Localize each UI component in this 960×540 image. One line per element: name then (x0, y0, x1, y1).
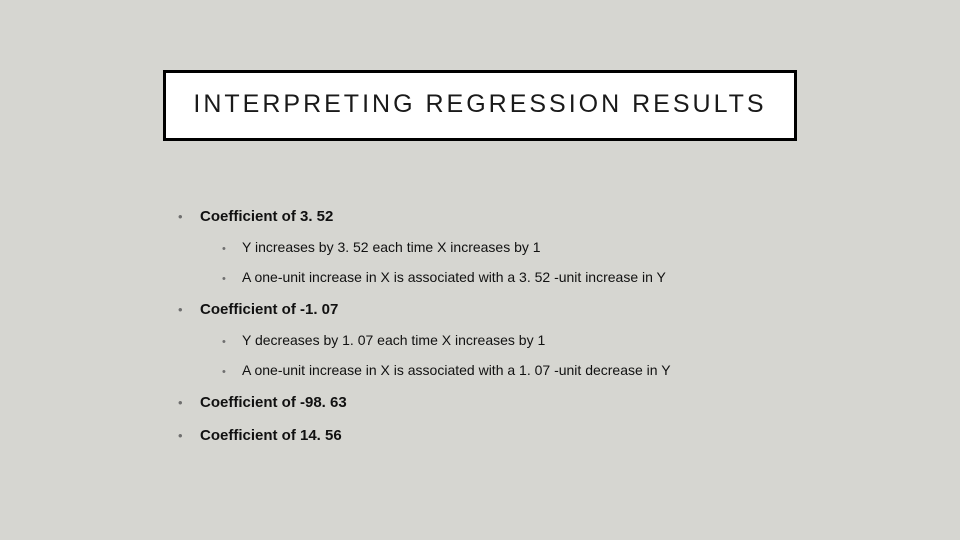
bullet-text: A one-unit increase in X is associated w… (242, 362, 671, 378)
bullet-text: Coefficient of 3. 52 (200, 208, 333, 225)
bullet-text: A one-unit increase in X is associated w… (242, 269, 666, 285)
bullet-list-lvl2: • Y decreases by 1. 07 each time X incre… (222, 332, 818, 378)
list-item: • Coefficient of 3. 52 • Y increases by … (178, 208, 818, 285)
bullet-icon: • (178, 209, 200, 224)
slide-title: INTERPRETING REGRESSION RESULTS (186, 89, 774, 120)
bullet-icon: • (222, 273, 242, 285)
bullet-list-lvl1: • Coefficient of 3. 52 • Y increases by … (178, 208, 818, 444)
list-item: • Coefficient of 14. 56 (178, 427, 818, 444)
bullet-icon: • (222, 336, 242, 348)
bullet-icon: • (178, 428, 200, 443)
bullet-text: Coefficient of 14. 56 (200, 427, 342, 444)
bullet-icon: • (178, 302, 200, 317)
list-item: • A one-unit increase in X is associated… (222, 362, 818, 378)
list-item: • Y decreases by 1. 07 each time X incre… (222, 332, 818, 348)
list-item: • Coefficient of -1. 07 • Y decreases by… (178, 301, 818, 378)
bullet-icon: • (222, 366, 242, 378)
list-item: • Y increases by 3. 52 each time X incre… (222, 239, 818, 255)
list-item: • Coefficient of -98. 63 (178, 394, 818, 411)
bullet-list-lvl2: • Y increases by 3. 52 each time X incre… (222, 239, 818, 285)
title-box: INTERPRETING REGRESSION RESULTS (163, 70, 797, 141)
slide-body: • Coefficient of 3. 52 • Y increases by … (178, 208, 818, 460)
bullet-text: Y increases by 3. 52 each time X increas… (242, 239, 541, 255)
bullet-icon: • (178, 395, 200, 410)
bullet-icon: • (222, 243, 242, 255)
bullet-text: Coefficient of -1. 07 (200, 301, 338, 318)
bullet-text: Y decreases by 1. 07 each time X increas… (242, 332, 545, 348)
bullet-text: Coefficient of -98. 63 (200, 394, 347, 411)
list-item: • A one-unit increase in X is associated… (222, 269, 818, 285)
